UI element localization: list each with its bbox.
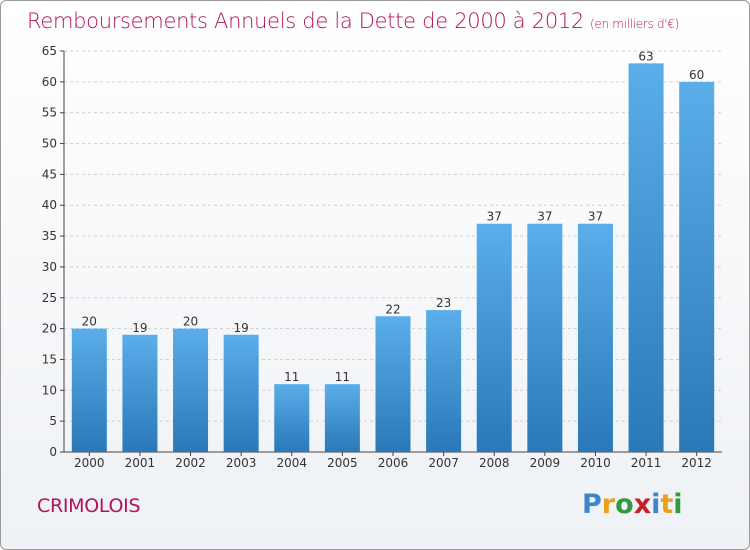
bar-2007	[426, 310, 462, 452]
chart-title: Remboursements Annuels de la Dette de 20…	[27, 9, 679, 33]
bar-value-label: 22	[385, 302, 400, 316]
y-tick-label: 50	[42, 137, 57, 151]
x-tick-label: 2007	[428, 456, 459, 470]
x-tick-label: 2000	[74, 456, 105, 470]
bar-value-label: 60	[689, 68, 704, 82]
bar-value-label: 37	[487, 210, 502, 224]
y-tick-label: 45	[42, 167, 57, 181]
bar-2010	[577, 223, 613, 452]
bar-value-label: 63	[638, 49, 653, 63]
x-tick-label: 2010	[580, 456, 611, 470]
bar-2004	[274, 384, 310, 452]
bar-value-label: 19	[234, 321, 249, 335]
bar-2005	[324, 384, 360, 452]
y-tick-label: 40	[42, 198, 57, 212]
x-tick-label: 2001	[125, 456, 156, 470]
bar-2003	[223, 334, 259, 452]
bar-2011	[628, 63, 664, 452]
x-tick-label: 2003	[226, 456, 257, 470]
y-tick-label: 30	[42, 260, 57, 274]
chart-subtitle: (en milliers d'€)	[590, 17, 680, 31]
bar-value-label: 11	[284, 370, 299, 384]
bar-value-label: 37	[588, 210, 603, 224]
x-tick-label: 2008	[479, 456, 510, 470]
bar-2006	[375, 316, 411, 452]
y-tick-label: 5	[49, 414, 57, 428]
y-tick-label: 55	[42, 106, 57, 120]
chart-title-text: Remboursements Annuels de la Dette de 20…	[27, 9, 584, 33]
x-tick-label: 2004	[276, 456, 307, 470]
y-tick-label: 15	[42, 352, 57, 366]
bar-value-label: 20	[82, 315, 97, 329]
bar-2001	[122, 334, 158, 452]
x-tick-label: 2009	[530, 456, 561, 470]
bar-2008	[476, 223, 512, 452]
y-tick-label: 25	[42, 291, 57, 305]
y-tick-label: 65	[42, 44, 57, 58]
y-tick-label: 10	[42, 383, 57, 397]
bar-2012	[679, 81, 715, 452]
x-tick-label: 2011	[631, 456, 662, 470]
bar-2000	[71, 328, 107, 452]
bar-value-label: 20	[183, 315, 198, 329]
proxiti-logo: Proxiti	[582, 489, 683, 520]
bar-value-label: 11	[335, 370, 350, 384]
bar-2002	[173, 328, 209, 452]
bar-value-label: 19	[132, 321, 147, 335]
y-tick-label: 0	[49, 445, 57, 459]
x-tick-label: 2005	[327, 456, 358, 470]
y-tick-label: 60	[42, 75, 57, 89]
bar-value-label: 23	[436, 296, 451, 310]
commune-name: CRIMOLOIS	[37, 495, 141, 517]
y-tick-label: 35	[42, 229, 57, 243]
y-tick-label: 20	[42, 322, 57, 336]
x-tick-label: 2006	[378, 456, 409, 470]
bar-2009	[527, 223, 563, 452]
bar-value-label: 37	[537, 210, 552, 224]
x-tick-label: 2012	[681, 456, 712, 470]
x-tick-label: 2002	[175, 456, 206, 470]
